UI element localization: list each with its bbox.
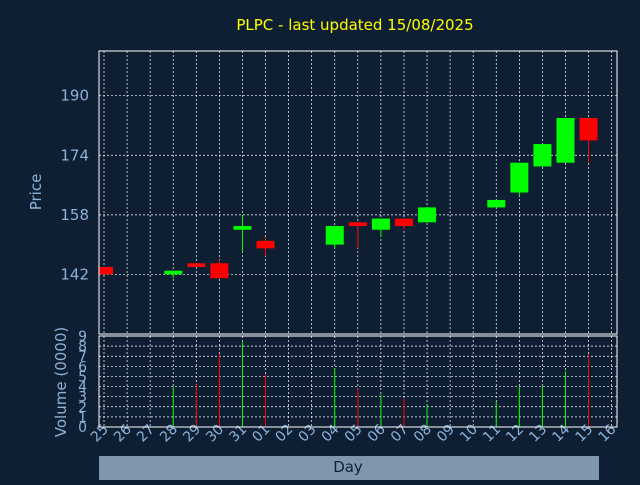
x-tick-label: 13 <box>526 422 550 446</box>
candle-body <box>256 240 275 249</box>
x-tick-label: 06 <box>365 421 389 445</box>
candle-body <box>510 162 529 193</box>
x-tick-label: 29 <box>180 422 204 446</box>
x-tick-label: 28 <box>157 422 181 446</box>
candle-body <box>579 118 598 141</box>
x-tick-label: 15 <box>572 422 596 446</box>
chart-title: PLPC - last updated 15/08/2025 <box>236 16 473 34</box>
x-tick-label: 07 <box>388 422 412 446</box>
x-tick-label: 05 <box>342 422 366 446</box>
candle-body <box>210 263 229 279</box>
x-tick-label: 11 <box>480 422 504 446</box>
x-tick-label: 03 <box>296 422 320 446</box>
x-tick-label: 26 <box>111 421 135 445</box>
x-tick-label: 25 <box>88 422 112 446</box>
x-tick-label: 30 <box>203 422 227 446</box>
candle-body <box>325 226 344 245</box>
volume-tick-label: 3 <box>78 390 87 406</box>
x-tick-label: 01 <box>249 422 273 446</box>
candle-body <box>394 218 413 227</box>
x-axis-label-band <box>99 456 599 480</box>
volume-tick-label: 2 <box>78 400 87 416</box>
x-tick-label: 12 <box>503 422 527 446</box>
x-axis-label: Day <box>333 458 363 476</box>
volume-panel-frame <box>98 335 618 428</box>
x-tick-label: 04 <box>319 421 343 445</box>
candle-body <box>233 226 252 230</box>
volume-tick-label: 5 <box>78 369 87 385</box>
price-tick-label: 158 <box>60 206 89 224</box>
volume-tick-label: 6 <box>78 359 87 375</box>
volume-tick-label: 8 <box>78 339 87 355</box>
candle-body <box>371 218 390 230</box>
candle-body <box>533 144 552 167</box>
x-tick-label: 02 <box>273 422 297 446</box>
candle-body <box>99 266 113 275</box>
x-tick-label: 08 <box>411 422 435 446</box>
x-tick-label: 27 <box>134 422 158 446</box>
x-tick-label: 31 <box>226 422 250 446</box>
volume-axis-label: Volume (0000) <box>52 327 70 437</box>
x-tick-label: 10 <box>457 422 481 446</box>
volume-layer <box>172 341 590 427</box>
x-tick-label: 09 <box>434 422 458 446</box>
volume-tick-label: 9 <box>78 329 87 345</box>
price-tick-label: 174 <box>60 146 89 164</box>
candle-body <box>164 270 183 275</box>
price-panel-frame <box>98 50 618 335</box>
candle-body <box>556 118 575 163</box>
volume-tick-label: 0 <box>78 420 87 436</box>
volume-tick-label: 4 <box>78 380 87 396</box>
candle-layer <box>99 118 598 279</box>
candle-body <box>348 222 367 227</box>
volume-tick-label: 1 <box>78 410 87 426</box>
candle-body <box>487 199 506 208</box>
x-tick-label: 14 <box>549 421 573 445</box>
x-tick-label: 16 <box>596 421 620 445</box>
price-tick-label: 142 <box>60 265 89 283</box>
candle-body <box>187 263 206 267</box>
volume-tick-label: 7 <box>78 349 87 365</box>
candle-body <box>418 207 437 223</box>
y-axis-label: Price <box>27 174 45 211</box>
price-tick-label: 190 <box>60 87 89 105</box>
